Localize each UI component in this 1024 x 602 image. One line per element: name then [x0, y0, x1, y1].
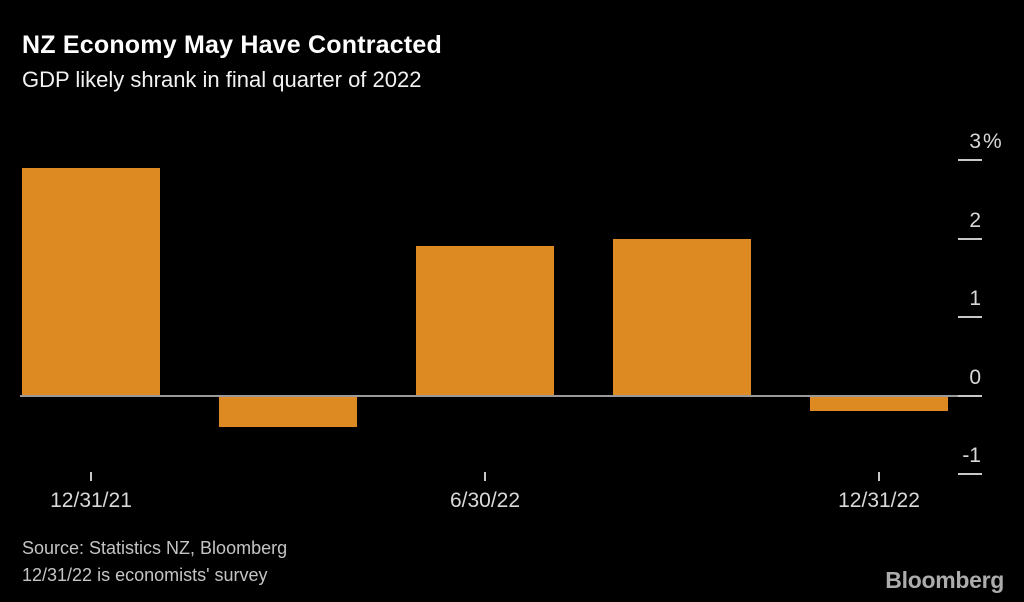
y-tick: [958, 473, 982, 475]
y-axis-unit: %: [983, 130, 1002, 153]
x-tick-label: 12/31/21: [50, 489, 132, 512]
x-tick: [878, 472, 880, 481]
zero-baseline: [20, 394, 973, 397]
x-tick: [90, 472, 92, 481]
chart-title: NZ Economy May Have Contracted: [22, 31, 442, 59]
y-tick: [958, 159, 982, 161]
source-line-1: Source: Statistics NZ, Bloomberg: [22, 538, 288, 558]
bloomberg-logo: Bloomberg: [885, 567, 1004, 593]
y-tick-value: 2: [969, 208, 981, 232]
y-tick-value: 1: [969, 287, 981, 310]
y-tick-value: 0: [969, 365, 981, 389]
source-note: Source: Statistics NZ, Bloomberg 12/31/2…: [22, 535, 287, 589]
y-tick: [958, 394, 982, 397]
x-tick-label: 6/30/22: [449, 489, 521, 512]
chart-subtitle: GDP likely shrank in final quarter of 20…: [22, 67, 422, 92]
bar: [810, 395, 948, 412]
y-tick-value: -1: [962, 444, 981, 467]
x-tick: [484, 472, 486, 481]
bar: [219, 395, 357, 427]
x-tick-label: 12/31/22: [838, 489, 920, 512]
y-tick: [958, 316, 982, 318]
y-tick-value: 3: [969, 130, 981, 153]
source-line-2: 12/31/22 is economists' survey: [22, 565, 268, 585]
bar: [613, 238, 751, 396]
y-tick: [958, 237, 982, 240]
bar: [22, 167, 160, 396]
bar: [416, 246, 554, 396]
